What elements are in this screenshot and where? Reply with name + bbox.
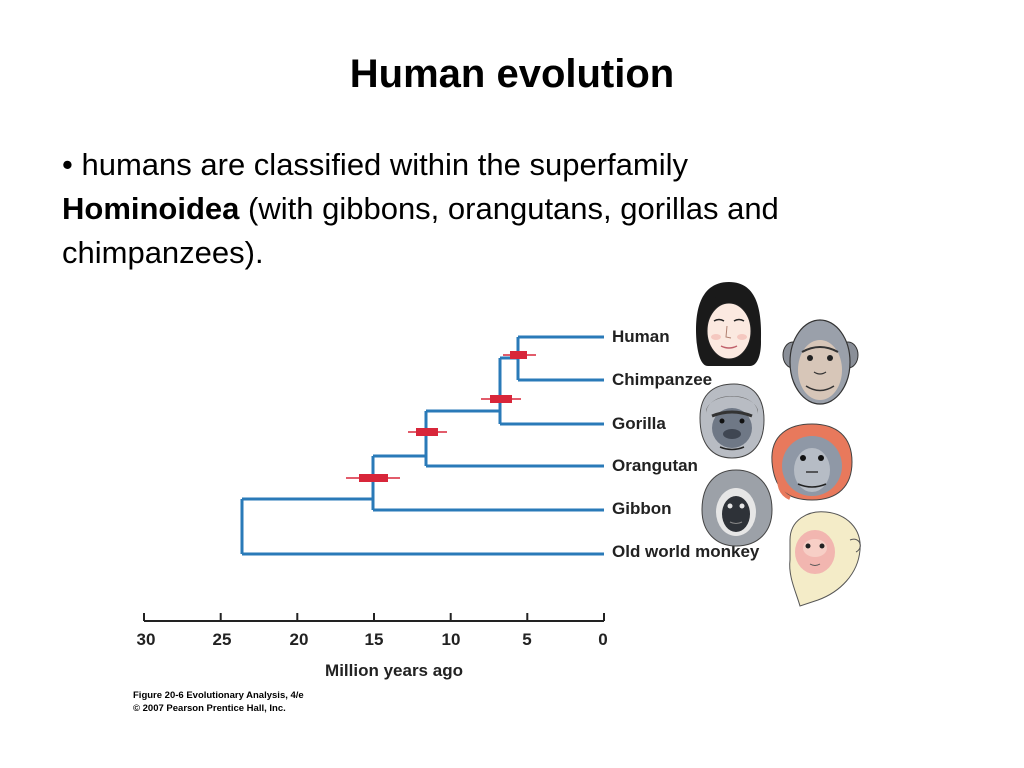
bullet-intro: humans are classified within the superfa… [81, 147, 688, 182]
label-chimpanzee: Chimpanzee [612, 370, 712, 389]
tick-labels: 30 25 20 15 10 5 0 [137, 630, 608, 649]
caption-line-1: Figure 20-6 Evolutionary Analysis, 4/e [133, 690, 304, 701]
orangutan-face-icon [771, 423, 853, 501]
tree-branches [240, 335, 604, 556]
tick-label-5: 5 [522, 630, 531, 649]
label-orangutan: Orangutan [612, 456, 698, 475]
human-face-icon [696, 282, 762, 366]
marker-human-chimp [510, 351, 527, 359]
gibbon-face-icon [701, 469, 773, 547]
marker-gorilla [490, 395, 512, 403]
bullet-rest: (with gibbons, orangutans, gorillas and … [62, 191, 779, 270]
marker-gibbon [359, 474, 388, 482]
marker-orangutan [416, 428, 438, 436]
monkey-face-icon [789, 511, 861, 607]
tick-label-10: 10 [442, 630, 461, 649]
label-gibbon: Gibbon [612, 499, 671, 518]
bullet-text: • humans are classified within the super… [62, 143, 962, 275]
axis-title: Million years ago [325, 661, 463, 680]
chimpanzee-face-icon [782, 319, 859, 405]
time-axis [143, 613, 605, 622]
divergence-markers [346, 351, 536, 482]
gorilla-face-icon [699, 383, 765, 459]
tick-label-0: 0 [598, 630, 607, 649]
tick-label-20: 20 [290, 630, 309, 649]
bullet-bold-term: Hominoidea [62, 191, 240, 226]
caption-line-2: © 2007 Pearson Prentice Hall, Inc. [133, 703, 286, 714]
taxon-labels: Human Chimpanzee Gorilla Orangutan Gibbo… [612, 327, 760, 561]
slide-title: Human evolution [349, 52, 675, 96]
bullet-marker: • [62, 147, 73, 182]
figure-caption: Figure 20-6 Evolutionary Analysis, 4/e ©… [133, 689, 304, 715]
tick-label-25: 25 [213, 630, 232, 649]
label-gorilla: Gorilla [612, 414, 666, 433]
tick-label-30: 30 [137, 630, 156, 649]
tick-label-15: 15 [365, 630, 384, 649]
label-human: Human [612, 327, 670, 346]
label-old-world-monkey: Old world monkey [612, 542, 760, 561]
